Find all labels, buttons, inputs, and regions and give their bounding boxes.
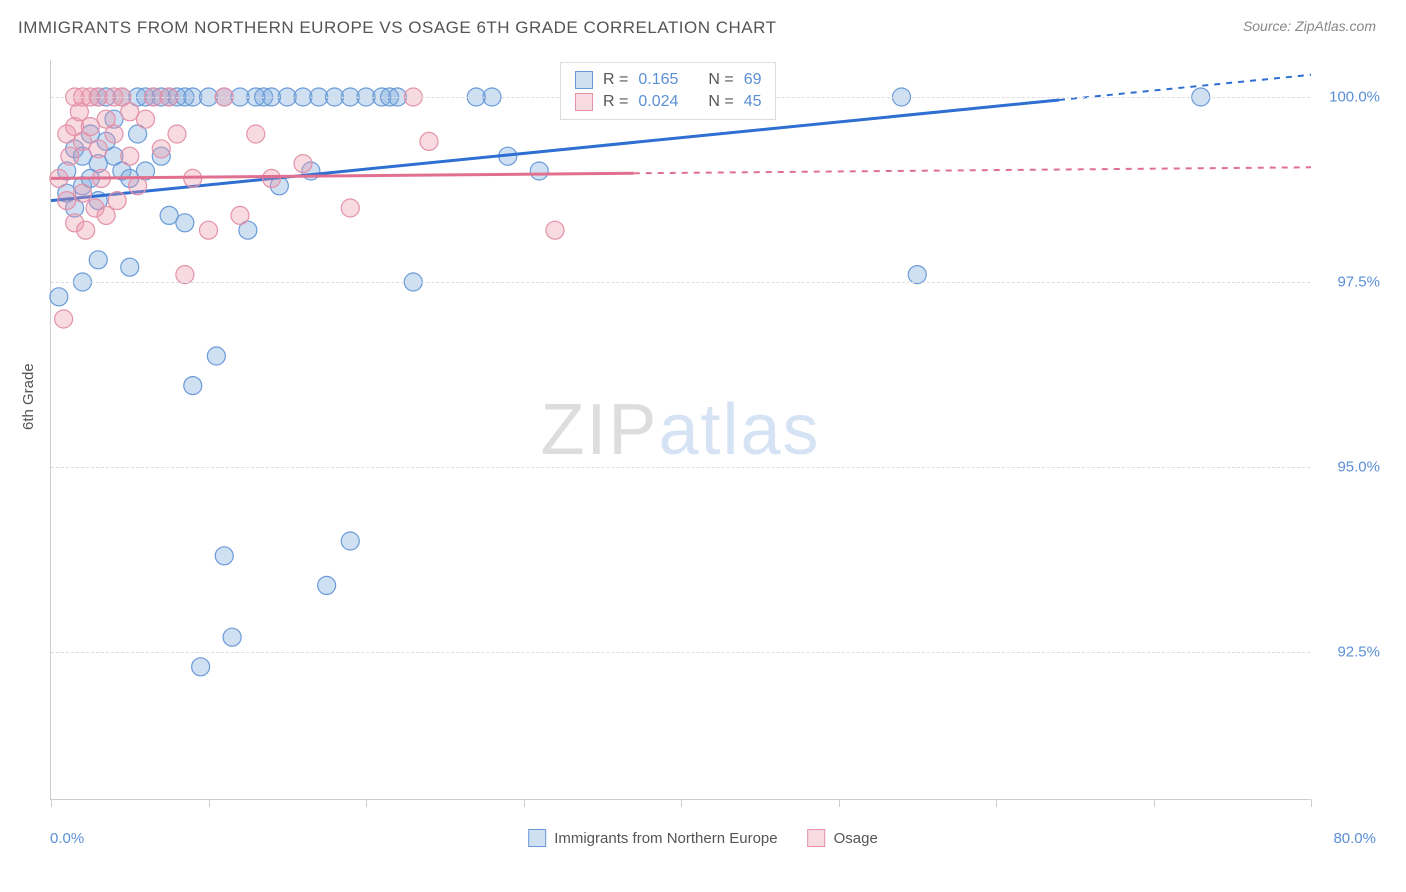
scatter-point: [530, 162, 548, 180]
stats-legend-box: R = 0.165 N = 69 R = 0.024 N = 45: [560, 62, 776, 120]
scatter-point: [200, 221, 218, 239]
y-tick-label: 97.5%: [1337, 274, 1380, 291]
stats-row: R = 0.024 N = 45: [575, 91, 761, 113]
y-tick-label: 100.0%: [1329, 89, 1380, 106]
stats-r-value: 0.165: [638, 71, 698, 89]
y-axis-label: 6th Grade: [20, 363, 37, 430]
legend-label: Osage: [834, 830, 878, 847]
scatter-point: [108, 192, 126, 210]
scatter-point: [294, 155, 312, 173]
scatter-point: [184, 377, 202, 395]
gridline-h: [51, 282, 1310, 283]
stats-n-value: 45: [744, 93, 762, 111]
scatter-point: [152, 140, 170, 158]
stats-row: R = 0.165 N = 69: [575, 69, 761, 91]
scatter-point: [207, 347, 225, 365]
x-tick: [209, 799, 210, 807]
stats-swatch: [575, 71, 593, 89]
scatter-point: [97, 206, 115, 224]
x-tick: [839, 799, 840, 807]
scatter-point: [77, 221, 95, 239]
x-tick: [1311, 799, 1312, 807]
legend-bottom: Immigrants from Northern Europe Osage: [528, 829, 878, 847]
scatter-point: [192, 658, 210, 676]
plot-area: ZIPatlas 92.5%95.0%97.5%100.0%: [50, 60, 1310, 800]
stats-r-label: R =: [603, 93, 628, 111]
x-tick: [366, 799, 367, 807]
scatter-point: [50, 288, 68, 306]
gridline-h: [51, 467, 1310, 468]
x-tick: [1154, 799, 1155, 807]
scatter-point: [105, 125, 123, 143]
legend-swatch: [528, 829, 546, 847]
scatter-point: [263, 169, 281, 187]
x-tick: [524, 799, 525, 807]
scatter-point: [231, 206, 249, 224]
scatter-point: [129, 177, 147, 195]
stats-r-value: 0.024: [638, 93, 698, 111]
scatter-point: [223, 628, 241, 646]
y-tick-label: 92.5%: [1337, 644, 1380, 661]
scatter-point: [89, 140, 107, 158]
x-axis-min-label: 0.0%: [50, 830, 84, 847]
legend-item: Immigrants from Northern Europe: [528, 829, 777, 847]
scatter-point: [55, 310, 73, 328]
chart-title: IMMIGRANTS FROM NORTHERN EUROPE VS OSAGE…: [18, 18, 776, 38]
x-axis-max-label: 80.0%: [1333, 830, 1376, 847]
stats-n-label: N =: [708, 71, 733, 89]
y-tick-label: 95.0%: [1337, 459, 1380, 476]
scatter-point: [215, 547, 233, 565]
gridline-h: [51, 652, 1310, 653]
x-tick: [996, 799, 997, 807]
scatter-point: [420, 132, 438, 150]
scatter-point: [318, 576, 336, 594]
stats-swatch: [575, 93, 593, 111]
x-tick: [681, 799, 682, 807]
scatter-point: [546, 221, 564, 239]
scatter-point: [74, 184, 92, 202]
legend-item: Osage: [808, 829, 878, 847]
scatter-point: [137, 110, 155, 128]
scatter-point: [247, 125, 265, 143]
scatter-point: [341, 199, 359, 217]
stats-n-label: N =: [708, 93, 733, 111]
scatter-point: [61, 147, 79, 165]
legend-label: Immigrants from Northern Europe: [554, 830, 777, 847]
trend-line-dashed: [634, 167, 1311, 173]
stats-n-value: 69: [744, 71, 762, 89]
stats-r-label: R =: [603, 71, 628, 89]
scatter-point: [121, 258, 139, 276]
scatter-point: [341, 532, 359, 550]
scatter-point: [121, 147, 139, 165]
scatter-point: [908, 266, 926, 284]
scatter-point: [89, 251, 107, 269]
source-attribution: Source: ZipAtlas.com: [1243, 18, 1376, 34]
scatter-point: [168, 125, 186, 143]
scatter-plot-svg: [51, 60, 1310, 799]
scatter-point: [176, 266, 194, 284]
trend-line-solid: [51, 100, 1059, 201]
x-tick: [51, 799, 52, 807]
legend-swatch: [808, 829, 826, 847]
scatter-point: [176, 214, 194, 232]
